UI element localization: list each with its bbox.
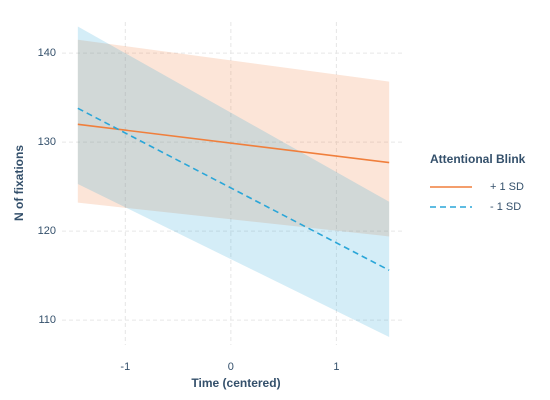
y-tick-label: 110 [38,314,56,326]
x-tick-label: 1 [333,361,339,373]
x-tick-label: -1 [120,361,130,373]
line [77,123,390,164]
y-tick-label: 140 [38,47,56,59]
legend-label: - 1 SD [490,201,521,213]
legend-label: + 1 SD [490,181,524,193]
x-axis-label: Time (centered) [191,376,280,390]
confidence-band [77,26,390,337]
y-tick-label: 120 [38,225,56,237]
confidence-band [77,39,390,237]
x-tick-label: 0 [228,361,234,373]
line [77,107,390,271]
y-tick-label: 130 [38,136,56,148]
y-axis-label: N of fixations [12,145,26,221]
legend-title: Attentional Blink [430,152,526,166]
